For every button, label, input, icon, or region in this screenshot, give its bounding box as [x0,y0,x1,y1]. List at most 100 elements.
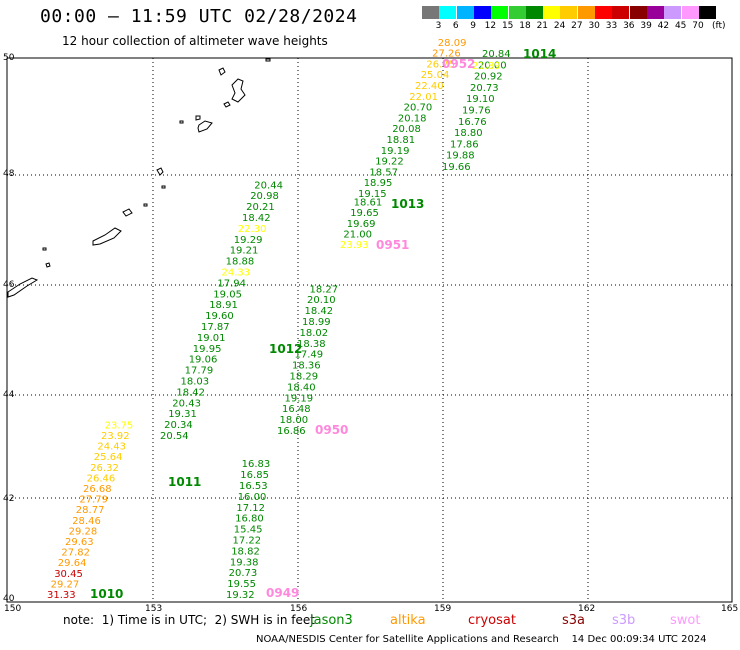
wave-height-value: 26.32 [90,463,119,474]
wave-height-value: 24.43 [97,442,126,453]
wave-height-value: 17.79 [185,366,214,377]
wave-height-value: 31.33 [47,590,76,601]
wave-height-value: 27.82 [61,548,90,559]
wave-height-value: 18.38 [297,339,326,350]
wave-height-value: 17.86 [450,139,479,150]
lat-label-40: 40 [3,594,15,604]
wave-height-value: 20.73 [229,568,258,579]
legend-swatch-18 [508,6,526,19]
lat-label-50: 50 [3,53,15,63]
legend-label-6: 6 [452,21,459,31]
pass-label-0949: 0949 [266,586,299,600]
wave-height-value: 18.91 [209,300,238,311]
island-outline [143,203,148,207]
pass-label-0952: 0952 [442,57,475,71]
wave-height-value: 20.18 [398,113,427,124]
satellite-cryosat: cryosat [468,613,516,628]
legend-swatch-9 [456,6,474,19]
wave-height-value: 27.26 [432,49,461,60]
wave-height-value: 18.99 [302,317,331,328]
wave-height-value: 23.93 [340,240,369,251]
island-outline [218,67,226,76]
wave-height-value: 18.61 [354,198,383,209]
wave-height-value: 22.30 [238,224,267,235]
wave-height-value: 19.60 [205,311,234,322]
wave-height-value: 29.28 [69,526,98,537]
wave-height-value: 18.88 [226,257,255,268]
wave-height-value: 20.21 [246,202,275,213]
wave-height-value: 19.22 [375,157,404,168]
wave-height-value: 19.66 [442,162,471,173]
wave-height-value: 19.31 [168,409,197,420]
wave-height-value: 16.76 [458,117,487,128]
wave-height-value: 19.29 [234,235,263,246]
wave-height-value: 20.43 [172,398,201,409]
wave-height-value: 16.00 [238,492,267,503]
wave-height-value: 18.80 [454,128,483,139]
wave-height-value: 22.40 [415,81,444,92]
island-outline [161,185,166,189]
legend-label-3: 3 [435,21,442,31]
wave-height-value: 20.08 [392,124,421,135]
legend-label-30: 30 [588,21,600,31]
legend-swatch-3 [422,6,439,19]
wave-height-value: 16.53 [239,481,268,492]
island-outline [197,120,213,133]
wave-height-value: 19.76 [462,106,491,117]
legend-label-70: 70 [692,21,704,31]
legend-swatch-70 [681,6,699,19]
wave-height-value: 25.64 [94,452,123,463]
wave-height-value: 26.75 [426,59,455,70]
wave-height-value: 19.19 [285,393,314,404]
wave-height-value: 20.34 [164,420,193,431]
wave-height-value: 20.98 [250,191,279,202]
legend-label-18: 18 [519,21,531,31]
island-outline [122,208,133,217]
wave-height-value: 16.48 [282,404,311,415]
legend-swatch-45 [664,6,682,19]
pass-label-0951: 0951 [376,238,409,252]
wave-height-value: 19.38 [230,557,259,568]
wave-height-value: 18.95 [364,178,393,189]
pass-label-1013: 1013 [391,197,424,211]
wave-height-value: 18.81 [387,135,416,146]
legend-swatch-39 [629,6,647,19]
wave-height-value: 29.63 [65,537,94,548]
legend-label-42: 42 [657,21,670,31]
pass-label-1010: 1010 [90,587,123,601]
legend-swatch-24 [543,6,561,19]
wave-height-value: 22.01 [409,92,438,103]
wave-height-value: 17.49 [295,350,324,361]
island-outline [179,120,184,124]
wave-height-value: 16.83 [242,459,271,470]
island-outline [231,78,246,103]
pass-label-1011: 1011 [168,475,201,489]
wave-height-value: 16.85 [240,470,269,481]
lat-label-42: 42 [3,494,15,504]
legend-unit: (ft) [712,21,726,31]
wave-height-value: 18.02 [300,328,329,339]
wave-height-value: 19.69 [347,219,376,230]
wave-height-value: 19.05 [213,289,242,300]
wave-height-value: 17.87 [201,322,230,333]
wave-height-value: 29.64 [58,558,87,569]
legend-swatch-max [698,6,716,19]
wave-height-value: 18.03 [181,377,210,388]
legend-label-9: 9 [470,21,476,31]
wave-height-value: 28.46 [72,516,101,527]
lon-label-150: 150 [4,604,22,614]
wave-height-value: 20.84 [482,49,511,60]
satellite-s3b: s3b [612,613,636,628]
wave-height-value: 20.00 [478,60,507,71]
legend-label-12: 12 [484,21,497,31]
wave-height-value: 23.75 [105,420,134,431]
island-outline [265,58,271,62]
island-outline [7,277,39,298]
wave-height-value: 18.36 [292,361,321,372]
wave-height-value: 21.00 [343,229,372,240]
wave-height-value: 17.22 [233,536,262,547]
wave-height-value: 20.10 [307,295,336,306]
wave-height-value: 19.10 [466,94,495,105]
island-outline [223,101,231,108]
